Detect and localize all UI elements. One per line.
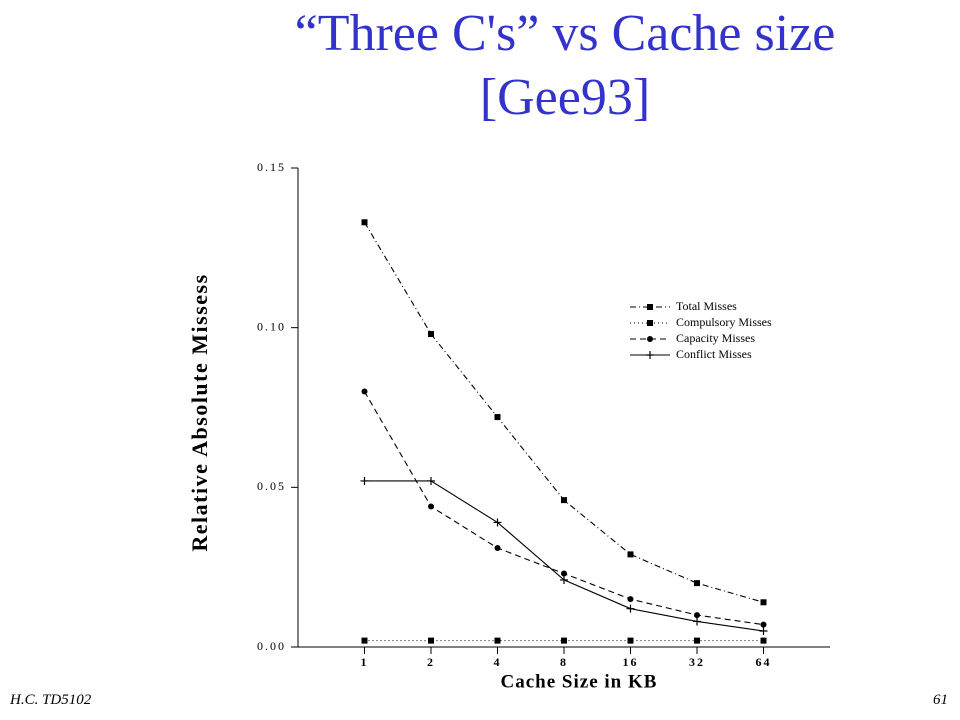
marker bbox=[494, 414, 501, 421]
x-tick-label: 64 bbox=[756, 655, 772, 669]
x-tick-label: 1 bbox=[361, 655, 369, 669]
marker bbox=[647, 320, 653, 326]
legend-label: Total Misses bbox=[676, 299, 737, 313]
footer-left: H.C. TD5102 bbox=[10, 692, 92, 708]
legend-label: Compulsory Misses bbox=[676, 315, 772, 329]
series-line bbox=[364, 222, 764, 603]
marker bbox=[560, 575, 568, 584]
marker bbox=[428, 331, 434, 338]
marker bbox=[760, 599, 767, 606]
marker bbox=[427, 476, 435, 485]
marker bbox=[494, 637, 501, 644]
y-tick-label: 0.00 bbox=[257, 639, 286, 653]
y-tick-label: 0.05 bbox=[257, 479, 286, 493]
marker bbox=[627, 637, 634, 644]
marker bbox=[759, 627, 768, 636]
marker bbox=[627, 596, 634, 603]
marker bbox=[361, 388, 368, 395]
marker bbox=[561, 570, 567, 577]
series-line bbox=[364, 480, 764, 632]
x-tick-label: 16 bbox=[623, 655, 639, 669]
marker bbox=[627, 551, 634, 558]
marker bbox=[361, 637, 368, 644]
marker bbox=[493, 518, 502, 527]
x-axis-label: Cache Size in KB bbox=[501, 671, 658, 692]
marker bbox=[626, 604, 635, 613]
marker bbox=[694, 612, 700, 619]
marker bbox=[647, 304, 653, 310]
marker bbox=[647, 336, 653, 342]
y-tick-label: 0.15 bbox=[257, 160, 286, 174]
slide-title: “Three C's” vs Cache size [Gee93] bbox=[294, 5, 836, 126]
marker bbox=[561, 497, 567, 504]
marker bbox=[760, 621, 767, 628]
y-tick-label: 0.10 bbox=[257, 319, 286, 333]
marker bbox=[561, 637, 567, 644]
x-tick-label: 32 bbox=[689, 655, 705, 669]
legend-label: Capacity Misses bbox=[676, 331, 755, 345]
y-axis-label: Relative Absolute Missess bbox=[187, 273, 212, 551]
x-tick-label: 8 bbox=[560, 655, 568, 669]
marker bbox=[760, 637, 767, 644]
marker bbox=[360, 476, 369, 485]
marker bbox=[694, 637, 700, 644]
marker bbox=[694, 580, 700, 587]
series-line bbox=[364, 391, 764, 626]
marker bbox=[693, 617, 701, 626]
x-tick-label: 2 bbox=[427, 655, 435, 669]
marker bbox=[361, 219, 368, 226]
footer-right: 61 bbox=[933, 692, 948, 708]
x-tick-label: 4 bbox=[494, 655, 502, 669]
marker bbox=[646, 351, 654, 359]
marker bbox=[428, 637, 434, 644]
marker bbox=[494, 545, 501, 552]
legend-label: Conflict Misses bbox=[676, 347, 752, 361]
marker bbox=[428, 503, 434, 510]
